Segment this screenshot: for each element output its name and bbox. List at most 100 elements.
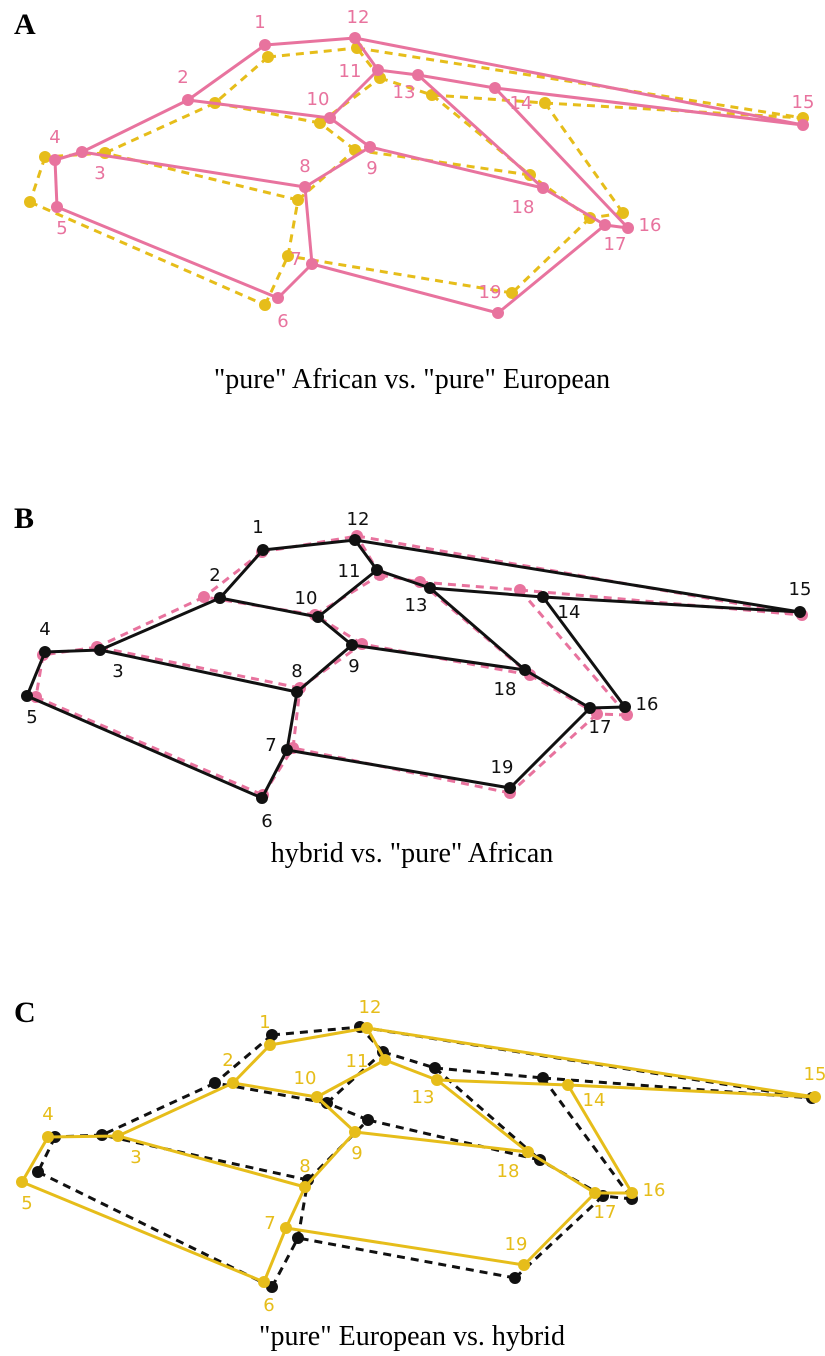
- solid-edge: [316, 1058, 386, 1099]
- solid-edge: [377, 68, 419, 77]
- solid-edge: [436, 1078, 569, 1087]
- dashed-edge: [28, 156, 47, 203]
- panel-letter: C: [14, 996, 36, 1029]
- landmark-point: [280, 1222, 292, 1234]
- landmark-point: [362, 1114, 374, 1126]
- solid-edge: [527, 1150, 596, 1195]
- solid-edge: [522, 1191, 597, 1267]
- panel-caption: "pure" European vs. hybrid: [259, 1321, 565, 1352]
- landmark-point: [619, 701, 631, 713]
- landmark-label: 2: [177, 67, 188, 88]
- panel-caption: hybrid vs. "pure" African: [271, 838, 554, 869]
- dashed-edge: [314, 573, 381, 617]
- landmark-point: [292, 194, 304, 206]
- solid-edge: [353, 37, 380, 71]
- landmark-point: [364, 141, 376, 153]
- landmark-label: 19: [479, 282, 502, 303]
- landmark-label: 2: [222, 1050, 233, 1071]
- landmark-label: 9: [366, 158, 377, 179]
- solid-edge: [262, 1227, 288, 1283]
- solid-edge: [497, 223, 606, 315]
- landmark-label: 19: [505, 1234, 528, 1255]
- landmark-point: [259, 39, 271, 51]
- landmark-label: 4: [39, 619, 50, 640]
- landmark-point: [429, 1062, 441, 1074]
- solid-edge: [315, 1095, 357, 1134]
- dashed-edge: [367, 1118, 541, 1162]
- landmark-point: [431, 1074, 443, 1086]
- dashed-edge: [214, 1033, 273, 1085]
- dashed-edge: [203, 550, 263, 599]
- dashed-edge: [379, 76, 433, 97]
- panel-letter: B: [14, 502, 34, 535]
- landmark-label: 4: [49, 127, 60, 148]
- landmark-label: 12: [347, 509, 370, 530]
- landmark-point: [349, 534, 361, 546]
- landmark-label: 17: [589, 717, 612, 738]
- landmark-point: [518, 1259, 530, 1271]
- dashed-edge: [270, 1237, 300, 1288]
- dashed-edge: [29, 200, 266, 307]
- dashed-edge: [96, 595, 205, 649]
- landmark-point: [537, 591, 549, 603]
- landmark-label: 5: [26, 707, 37, 728]
- landmark-label: 5: [56, 218, 67, 239]
- landmark-point: [519, 664, 531, 676]
- solid-edge: [416, 73, 545, 190]
- solid-edge: [384, 1058, 438, 1082]
- dashed-edge: [271, 1025, 361, 1037]
- landmark-label: 11: [339, 61, 362, 82]
- landmark-point: [522, 1146, 534, 1158]
- solid-edge: [417, 73, 496, 90]
- dashed-edge: [267, 46, 358, 59]
- solid-edge: [566, 1084, 634, 1194]
- landmark-label: 10: [295, 588, 318, 609]
- solid-edge: [429, 586, 526, 672]
- landmark-label: 19: [491, 757, 514, 778]
- dashed-edge: [543, 102, 625, 214]
- landmark-label: 3: [94, 163, 105, 184]
- landmark-point: [794, 606, 806, 618]
- landmark-label: 2: [209, 565, 220, 586]
- dashed-edge: [292, 746, 511, 795]
- landmark-point: [32, 1166, 44, 1178]
- landmark-label: 15: [789, 579, 812, 600]
- landmark-label: 4: [42, 1104, 53, 1125]
- landmark-point: [506, 287, 518, 299]
- landmark-point: [371, 564, 383, 576]
- landmark-point: [514, 584, 526, 596]
- solid-edge: [285, 1226, 525, 1267]
- landmark-point: [16, 1176, 28, 1188]
- landmark-point: [537, 182, 549, 194]
- dashed-edge: [297, 148, 356, 202]
- solid-edge: [567, 1083, 816, 1099]
- landmark-point: [94, 644, 106, 656]
- landmark-point: [584, 702, 596, 714]
- dashed-edge: [434, 1066, 541, 1162]
- landmark-label: 15: [792, 92, 815, 113]
- landmark-label: 1: [254, 12, 265, 33]
- solid-edge: [20, 1136, 50, 1183]
- dashed-edge: [319, 121, 356, 152]
- solid-edge: [354, 1130, 529, 1154]
- solid-edge: [369, 145, 544, 190]
- landmark-point: [282, 250, 294, 262]
- dashed-edge: [104, 101, 216, 155]
- landmark-label: 9: [351, 1143, 362, 1164]
- landmark-point: [424, 582, 436, 594]
- landmark-label: 7: [264, 1213, 275, 1234]
- landmark-point: [281, 744, 293, 756]
- landmark-point: [21, 690, 33, 702]
- solid-edge: [286, 748, 511, 790]
- solid-edge: [296, 643, 353, 694]
- solid-edge: [436, 1078, 529, 1154]
- dashed-edge: [419, 580, 521, 592]
- landmark-point: [299, 1181, 311, 1193]
- dashed-edge: [510, 216, 592, 295]
- landmark-point: [537, 1072, 549, 1084]
- solid-edge: [508, 706, 592, 790]
- landmark-point: [299, 181, 311, 193]
- landmark-point: [112, 1130, 124, 1142]
- solid-edge: [366, 1026, 816, 1099]
